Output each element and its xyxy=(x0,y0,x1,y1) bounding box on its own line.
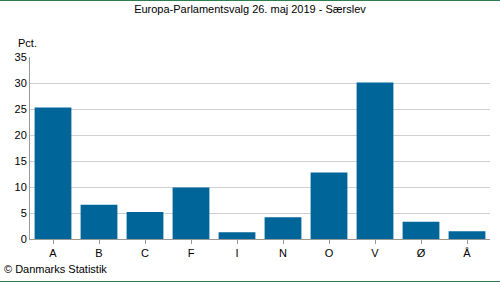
svg-text:25: 25 xyxy=(15,103,27,115)
svg-text:5: 5 xyxy=(21,207,27,219)
svg-text:Pct.: Pct. xyxy=(18,37,37,49)
svg-text:F: F xyxy=(188,247,195,259)
svg-text:Europa-Parlamentsvalg 26. maj: Europa-Parlamentsvalg 26. maj 2019 - Sær… xyxy=(134,3,366,15)
svg-text:35: 35 xyxy=(15,51,27,63)
svg-text:© Danmarks Statistik: © Danmarks Statistik xyxy=(4,263,107,275)
svg-text:Å: Å xyxy=(463,247,471,259)
svg-text:B: B xyxy=(95,247,102,259)
svg-text:V: V xyxy=(371,247,379,259)
svg-text:N: N xyxy=(279,247,287,259)
svg-text:30: 30 xyxy=(15,77,27,89)
svg-text:O: O xyxy=(325,247,334,259)
svg-text:I: I xyxy=(235,247,238,259)
svg-text:A: A xyxy=(49,247,57,259)
svg-text:Ø: Ø xyxy=(417,247,426,259)
svg-text:10: 10 xyxy=(15,181,27,193)
svg-text:0: 0 xyxy=(21,233,27,245)
svg-text:20: 20 xyxy=(15,129,27,141)
svg-text:C: C xyxy=(141,247,149,259)
svg-text:15: 15 xyxy=(15,155,27,167)
